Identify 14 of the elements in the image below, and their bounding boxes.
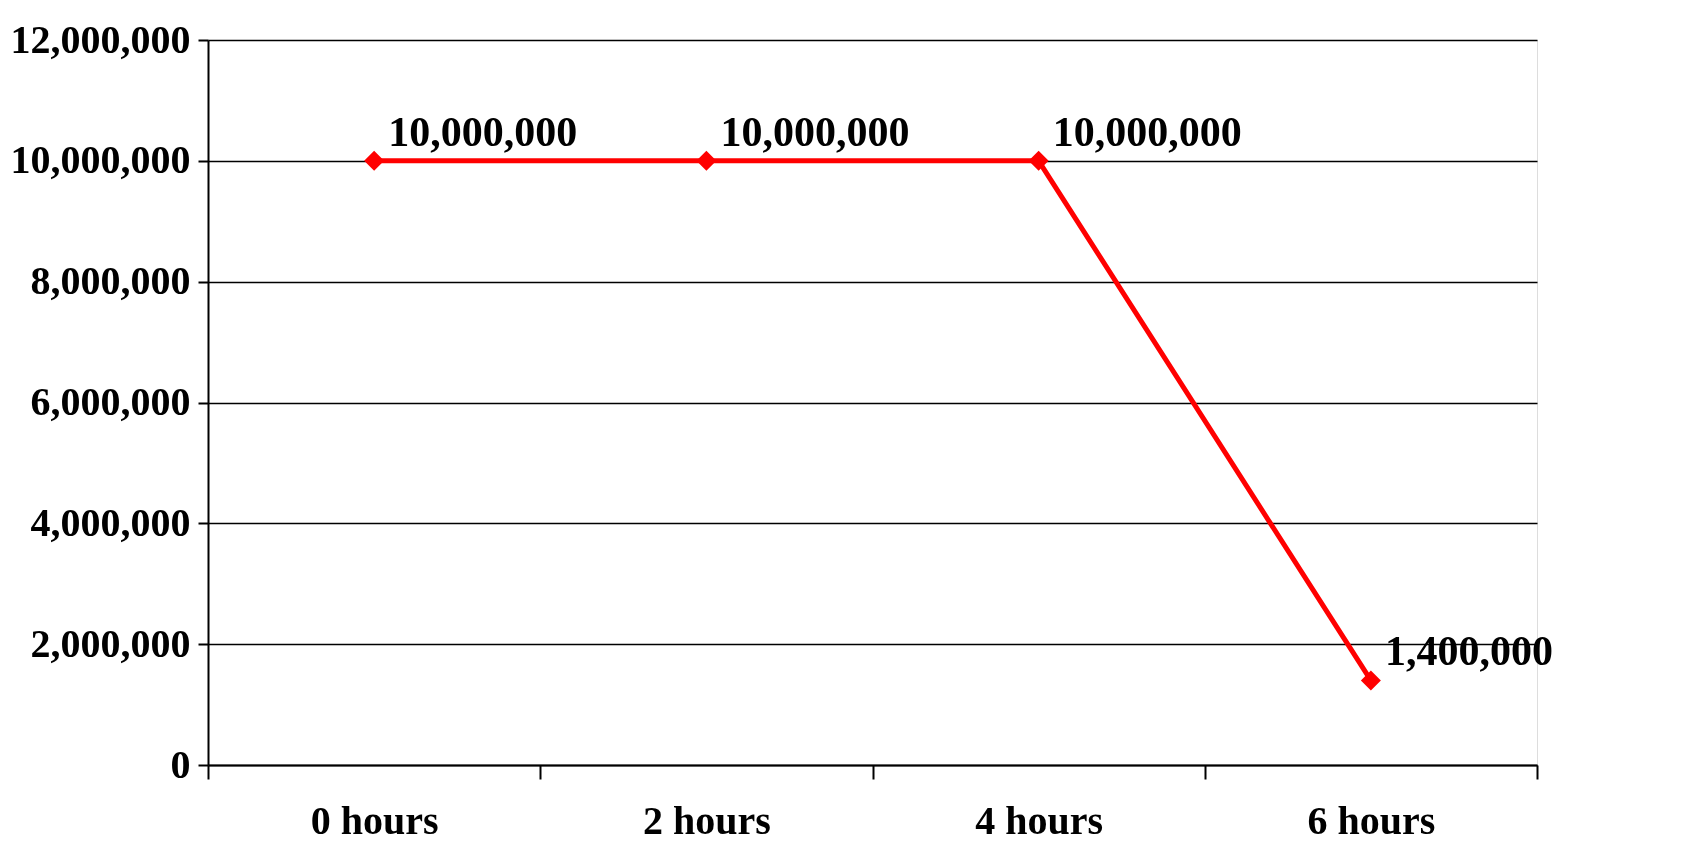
y-tick-label: 4,000,000 bbox=[30, 499, 191, 545]
data-label: 10,000,000 bbox=[1052, 108, 1242, 155]
x-tick-label: 0 hours bbox=[310, 797, 439, 843]
x-tick-label: 6 hours bbox=[1307, 797, 1436, 843]
data-label: 10,000,000 bbox=[388, 108, 578, 155]
y-tick-label: 6,000,000 bbox=[30, 379, 191, 424]
x-tick-label: 4 hours bbox=[975, 797, 1104, 843]
x-tick-label: 2 hours bbox=[642, 797, 771, 843]
data-label: 10,000,000 bbox=[720, 108, 910, 155]
y-tick-label: 10,000,000 bbox=[10, 137, 191, 183]
y-tick-label: 0 bbox=[170, 741, 191, 787]
y-tick-label: 2,000,000 bbox=[30, 620, 191, 666]
y-tick-label: 12,000,000 bbox=[10, 16, 191, 62]
y-tick-label: 8,000,000 bbox=[30, 258, 191, 304]
